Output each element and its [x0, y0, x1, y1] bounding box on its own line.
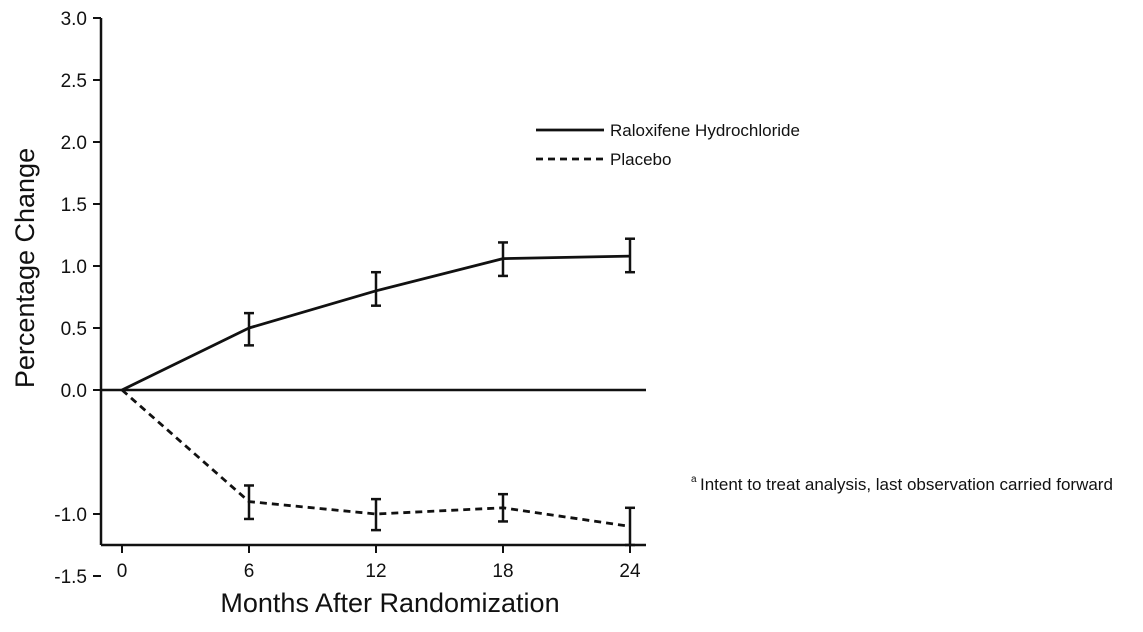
legend: Raloxifene Hydrochloride Placebo: [536, 121, 800, 169]
y-tick-label: 0.5: [61, 319, 87, 340]
series-raloxifene: [121, 237, 635, 392]
x-axis-ticks: 0 6 12 18 24: [117, 545, 641, 582]
y-tick-label: 1.5: [61, 195, 87, 216]
x-tick-label: 18: [492, 561, 513, 582]
y-tick-label: 3.0: [61, 9, 87, 30]
error-bar: [625, 506, 635, 547]
x-axis-title: Months After Randomization: [220, 588, 559, 618]
x-tick-label: 24: [619, 561, 641, 582]
error-bar: [625, 237, 635, 274]
error-bar: [244, 311, 254, 347]
footnote: a Intent to treat analysis, last observa…: [691, 474, 1113, 494]
footnote-marker: a: [691, 474, 697, 485]
error-bar: [498, 492, 508, 523]
y-axis-title: Percentage Change: [10, 148, 40, 388]
footnote-text: Intent to treat analysis, last observati…: [700, 475, 1113, 494]
x-tick-label: 0: [117, 561, 128, 582]
y-tick-label: 1.0: [61, 257, 87, 278]
series-group: [121, 237, 635, 547]
legend-label-placebo: Placebo: [610, 150, 671, 169]
error-bar: [371, 497, 381, 532]
x-tick-label: 12: [365, 561, 386, 582]
x-tick-label: 6: [244, 561, 255, 582]
y-tick-label: -1.5: [54, 567, 87, 588]
series-line-placebo: [121, 388, 631, 528]
y-axis-ticks: 3.0 2.5 2.0 1.5 1.0 0.5 0.0 -1.0 -1.5: [54, 9, 101, 588]
error-bar: [371, 270, 381, 307]
y-tick-label: -1.0: [54, 505, 87, 526]
y-tick-label: 2.5: [61, 71, 87, 92]
error-bar: [244, 484, 254, 521]
y-tick-label: 2.0: [61, 133, 87, 154]
legend-label-raloxifene: Raloxifene Hydrochloride: [610, 121, 800, 140]
error-bar: [498, 241, 508, 278]
axes: [99, 18, 646, 547]
series-placebo: [121, 388, 635, 547]
y-tick-label: 0.0: [61, 381, 87, 402]
